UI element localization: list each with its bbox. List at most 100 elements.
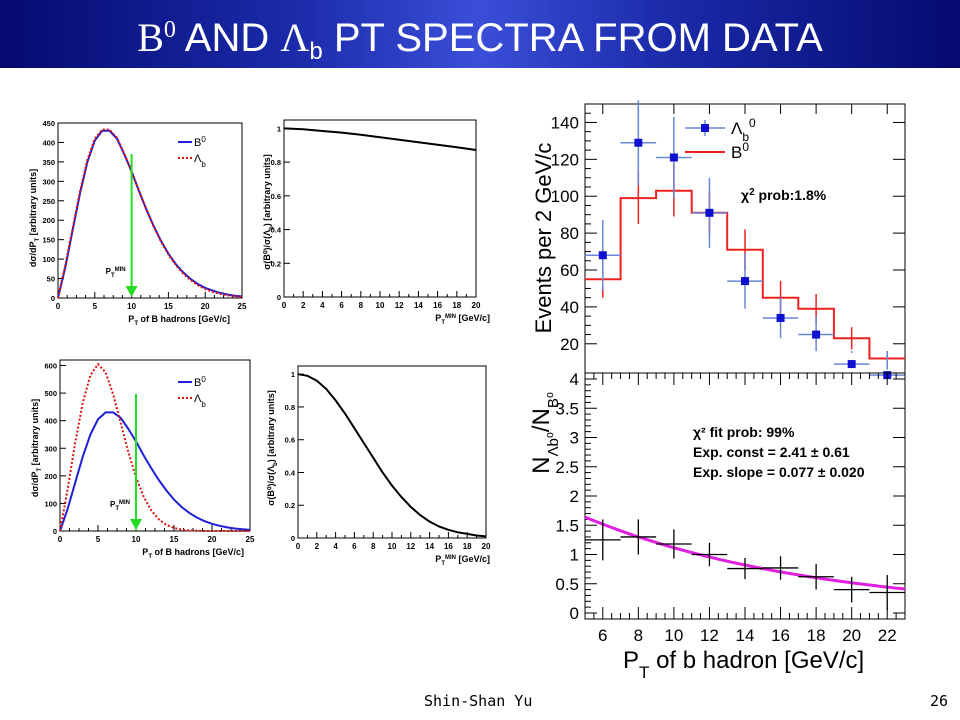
data-ratio-chart: 0 0.5 1 1.5 2 2.5 3 3.5 4 6 8 10 12 14 16 18 20 22 NΛb⁰/NB… [528, 370, 906, 682]
x-tick-label: 10 [132, 535, 141, 544]
lambda-b-data-point [776, 313, 785, 322]
fit-annotation-line: χ² fit prob: 99% [693, 424, 795, 440]
y-tick-label: 3 [570, 429, 579, 448]
title-lambda-sub: b [309, 38, 323, 65]
y-tick-label: 0 [277, 293, 281, 302]
lambda-b-data-point [634, 138, 643, 147]
y-tick-label: 150 [42, 236, 55, 245]
x-axis-label: PT​MIN​ [GeV/c] [435, 313, 490, 326]
y-tick-label: 450 [42, 119, 55, 128]
x-tick-label: 25 [238, 302, 247, 311]
ratio-chart-top: 0 2 4 6 8 10 12 14 16 18 20 0 0.2 0.4 0.6 0.8 1 PT​MIN​ [… [262, 100, 498, 340]
page-number: 26 [930, 692, 949, 710]
x-tick-label: 5 [93, 302, 98, 311]
x-tick-label: 0 [56, 302, 61, 311]
x-tick-label: 15 [164, 302, 173, 311]
x-tick-label: 4 [333, 542, 338, 551]
x-tick-label: 25 [246, 535, 255, 544]
legend-lambda-b-marker [701, 124, 709, 132]
x-tick-label: 16 [433, 301, 442, 310]
y-tick-label: 400 [44, 417, 57, 426]
legend-lambda-b-label: Λb​ [194, 153, 206, 169]
y-axis-label: σ(B⁰)/σ(Λb​) [arbitrary units] [266, 390, 279, 506]
plot-background [30, 100, 255, 340]
x-tick-label: 0 [296, 542, 301, 551]
y-tick-label: 2.5 [555, 458, 579, 477]
x-axis-label: PT​ of B hadrons [GeV/c] [142, 547, 244, 560]
series-line [297, 373, 487, 538]
y-tick-label: 1 [277, 124, 281, 133]
slide-title: B0 AND Λb PT SPECTRA FROM DATA [0, 4, 960, 78]
plot-background [266, 348, 498, 588]
y-tick-label: 0.4 [271, 226, 282, 235]
x-tick-label: 10 [376, 301, 385, 310]
legend-lambda-b-label: Λb​ [194, 393, 206, 409]
x-axis-label: PT​ of B hadrons [GeV/c] [128, 314, 230, 327]
y-tick-label: 40 [560, 298, 579, 317]
y-axis-label: Events per 2 GeV/c [531, 143, 556, 334]
y-tick-label: 500 [44, 389, 57, 398]
pt-min-label: PT​MIN​ [106, 267, 126, 279]
x-axis-label: PT​MIN​ [GeV/c] [435, 554, 490, 567]
y-tick-label: 20 [560, 335, 579, 354]
y-axis-label: σ(B⁰)/σ(Λb​) [arbitrary units] [262, 154, 275, 270]
y-tick-label: 80 [560, 224, 579, 243]
x-tick-label: 15 [170, 535, 179, 544]
y-tick-label: 200 [42, 216, 55, 225]
y-tick-label: 350 [42, 158, 55, 167]
y-tick-label: 2 [570, 487, 579, 506]
plot-background [262, 100, 498, 340]
y-tick-label: 0 [570, 604, 579, 623]
y-tick-label: 0 [51, 294, 55, 303]
x-tick-label: 20 [208, 535, 217, 544]
x-tick-label: 8 [371, 542, 376, 551]
y-tick-label: 0.8 [271, 158, 281, 167]
x-tick-label: 4 [320, 301, 325, 310]
y-tick-label: 100 [42, 255, 55, 264]
x-tick-label: 12 [395, 301, 404, 310]
data-events-chart: 20 40 60 80 100 120 140 Events per 2 GeV/c Λb​0​… [531, 100, 906, 380]
fit-annotation-line: Exp. const = 2.41 ± 0.61 [693, 444, 850, 460]
plot-background [30, 348, 265, 588]
x-tick-label: 14 [425, 542, 434, 551]
y-tick-label: 0.6 [285, 436, 295, 445]
x-tick-label: 18 [452, 301, 461, 310]
spectra-chart-top: 0510152025050100150200250300350400450PT​… [28, 100, 255, 340]
y-tick-label: 0 [53, 527, 57, 536]
legend-b0-label: B0​ [194, 375, 206, 390]
series-line [283, 127, 477, 151]
y-tick-label: 1 [291, 370, 295, 379]
x-tick-label: 20 [472, 301, 481, 310]
y-tick-label: 3.5 [555, 399, 579, 418]
fit-annotation-line: Exp. slope = 0.077 ± 0.020 [693, 464, 865, 480]
title-and: AND [175, 16, 281, 60]
y-tick-label: 0.2 [285, 501, 295, 510]
y-tick-label: 0.5 [555, 575, 579, 594]
series-b0-line [59, 411, 251, 532]
x-tick-label: 14 [736, 626, 755, 645]
y-tick-label: 1 [570, 546, 579, 565]
y-tick-label: 300 [44, 444, 57, 453]
x-tick-label: 12 [700, 626, 719, 645]
y-axis-label: dσ/dPT​ [arbitrary units] [28, 169, 41, 267]
lambda-b-data-point [741, 277, 749, 286]
x-tick-label: 0 [58, 535, 63, 544]
y-tick-label: 120 [551, 150, 579, 169]
x-tick-label: 22 [878, 626, 897, 645]
pt-min-arrow-head [130, 519, 142, 530]
legend-lambda-b-label: Λb​0​ [731, 116, 756, 144]
spectra-chart-bottom: 0 5 10 15 20 25 0 100 200 300 400 500 600 PT​ of B ha… [30, 348, 265, 588]
x-tick-label: 12 [406, 542, 415, 551]
x-tick-label: 18 [807, 626, 826, 645]
x-axis-label: PT​ of b hadron [GeV/c] [623, 647, 864, 682]
x-tick-label: 20 [842, 626, 861, 645]
x-tick-label: 20 [201, 302, 210, 311]
y-tick-label: 50 [47, 275, 55, 284]
lambda-b-data-point [598, 251, 607, 260]
x-tick-label: 20 [482, 542, 491, 551]
y-tick-label: 0.8 [285, 403, 295, 412]
x-tick-label: 5 [96, 535, 101, 544]
x-tick-label: 8 [359, 301, 364, 310]
chi2-prob-annotation: χ2​ prob:1.8% [741, 187, 827, 204]
y-tick-label: 250 [42, 197, 55, 206]
